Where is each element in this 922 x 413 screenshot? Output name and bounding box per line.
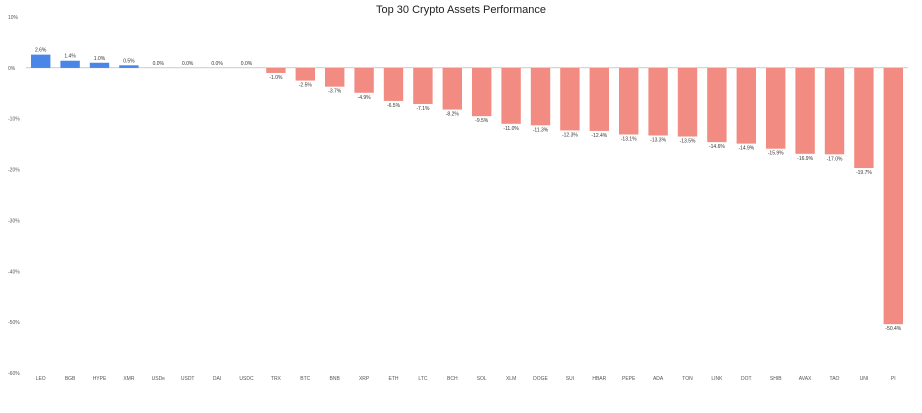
category-label-pi: PI	[891, 376, 896, 382]
category-label-sol: SOL	[477, 376, 487, 382]
data-label-uni: -19.7%	[856, 170, 872, 176]
bar-shib	[766, 67, 786, 149]
category-label-hbar: HBAR	[592, 376, 606, 382]
category-label-avax: AVAX	[799, 376, 812, 382]
bar-sui	[560, 67, 580, 131]
category-label-ton: TON	[682, 376, 693, 382]
category-label-dai: DAI	[213, 376, 221, 382]
bar-sol	[472, 67, 492, 117]
bar-xrp	[354, 67, 374, 93]
data-label-bch: -8.2%	[446, 112, 460, 118]
bar-ada	[648, 67, 668, 136]
bar-ltc	[413, 67, 433, 104]
bar-hbar	[589, 67, 609, 131]
category-label-trx: TRX	[271, 376, 282, 382]
category-label-hype: HYPE	[93, 376, 107, 382]
data-label-pi: -50.4%	[885, 326, 901, 332]
data-label-trx: -1.0%	[269, 75, 283, 81]
data-label-dot: -14.9%	[738, 146, 754, 152]
data-label-ton: -13.5%	[680, 139, 696, 145]
y-tick-label: -10%	[8, 117, 20, 123]
data-label-leo: 2.6%	[35, 48, 47, 54]
data-label-pepe: -13.1%	[621, 136, 637, 142]
bar-xmr	[119, 65, 139, 68]
y-tick-label: 0%	[8, 66, 16, 72]
category-label-btc: BTC	[300, 376, 310, 382]
category-label-bch: BCH	[447, 376, 458, 382]
data-label-ada: -13.3%	[650, 138, 666, 144]
y-tick-label: 10%	[8, 15, 19, 21]
category-label-xmr: XMR	[123, 376, 135, 382]
data-label-usdc: 0.0%	[241, 61, 253, 67]
bar-trx	[266, 67, 286, 73]
chart-title: Top 30 Crypto Assets Performance	[376, 4, 546, 16]
bar-avax	[795, 67, 815, 154]
y-tick-label: -60%	[8, 371, 20, 377]
bar-xlm	[501, 67, 521, 124]
bar-tao	[824, 67, 845, 155]
category-label-link: LINK	[711, 376, 723, 382]
data-label-eth: -6.5%	[387, 103, 401, 109]
bar-link	[707, 67, 727, 143]
data-label-ltc: -7.1%	[416, 106, 430, 112]
bar-bch	[442, 67, 462, 110]
data-label-link: -14.6%	[709, 144, 725, 150]
data-label-usde: 0.0%	[153, 61, 165, 67]
data-label-tao: -17.0%	[827, 156, 843, 162]
bar-pepe	[619, 67, 639, 135]
category-label-leo: LEO	[36, 376, 46, 382]
bar-bgb	[60, 60, 80, 68]
category-label-uni: UNI	[860, 376, 869, 382]
category-label-ltc: LTC	[418, 376, 427, 382]
data-label-avax: -16.9%	[797, 156, 813, 162]
bar-uni	[854, 67, 874, 169]
category-label-bnb: BNB	[330, 376, 341, 382]
category-label-eth: ETH	[389, 376, 399, 382]
data-label-sui: -12.3%	[562, 132, 578, 138]
y-tick-label: -30%	[8, 218, 20, 224]
bar-ton	[677, 67, 698, 137]
bar-doge	[530, 67, 551, 126]
bar-pi	[883, 67, 903, 325]
data-label-xlm: -11.0%	[503, 126, 519, 132]
category-label-usdc: USDC	[239, 376, 254, 382]
data-label-shib: -15.9%	[768, 151, 784, 157]
category-label-usde: USDe	[152, 376, 166, 382]
data-label-btc: -2.5%	[299, 83, 313, 89]
category-label-sui: SUI	[566, 376, 574, 382]
data-label-dai: 0.0%	[211, 61, 223, 67]
bar-btc	[295, 67, 315, 81]
data-label-hbar: -12.4%	[591, 133, 607, 139]
data-label-doge: -11.3%	[533, 127, 549, 133]
data-label-xrp: -4.9%	[358, 95, 372, 101]
category-label-xrp: XRP	[359, 376, 370, 382]
data-label-hype: 1.0%	[94, 56, 106, 62]
bar-dot	[736, 67, 756, 144]
category-label-pepe: PEPE	[622, 376, 636, 382]
y-tick-label: -50%	[8, 320, 20, 326]
bar-leo	[31, 54, 51, 68]
category-label-tao: TAO	[830, 376, 840, 382]
data-label-xmr: 0.5%	[123, 58, 135, 64]
category-label-shib: SHIB	[770, 376, 782, 382]
data-label-bgb: 1.4%	[64, 54, 76, 60]
category-label-ada: ADA	[653, 376, 664, 382]
bar-eth	[383, 67, 404, 101]
category-label-xlm: XLM	[506, 376, 516, 382]
data-label-usdt: 0.0%	[182, 61, 194, 67]
category-label-bgb: BGB	[65, 376, 76, 382]
bar-hype	[89, 62, 110, 68]
bar-bnb	[325, 67, 345, 87]
category-label-dot: DOT	[741, 376, 752, 382]
y-tick-label: -20%	[8, 168, 20, 174]
category-label-usdt: USDT	[181, 376, 195, 382]
category-label-doge: DOGE	[533, 376, 548, 382]
data-label-sol: -9.5%	[475, 118, 489, 124]
data-label-bnb: -3.7%	[328, 89, 342, 95]
y-tick-label: -40%	[8, 269, 20, 275]
